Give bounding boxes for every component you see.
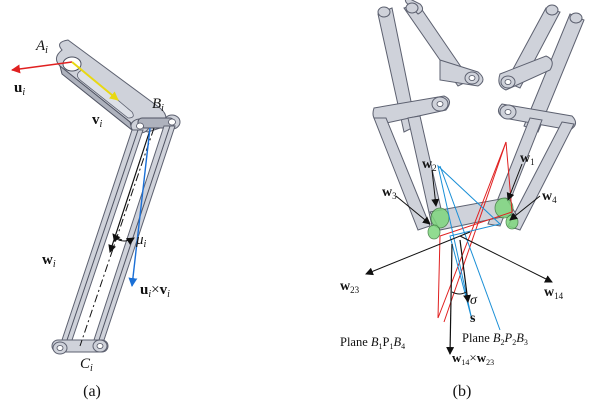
sigma-angle-arc [451, 291, 467, 295]
label-w-i: wi [42, 252, 56, 270]
label-b-i: Bi [152, 96, 164, 114]
label-w14: w14 [544, 285, 564, 301]
w4-arrow [509, 195, 541, 221]
joint-c [51, 339, 109, 355]
plane-b2p2b3 [437, 164, 502, 321]
uxv-vector-arrow [128, 127, 151, 287]
caption-b: (b) [453, 383, 472, 400]
label-w1: w1 [520, 151, 535, 167]
panel-a: Ai ui vi Bi μi wi ui×vi Ci (a) [11, 38, 181, 400]
parallel-rods [59, 125, 176, 347]
w23-arrow [365, 231, 471, 276]
label-u-cross-v: ui×vi [140, 282, 170, 300]
label-w23: w23 [340, 279, 360, 295]
w2-arrow [431, 169, 440, 207]
s-arrow [459, 239, 472, 303]
label-c-i: Ci [80, 356, 93, 374]
w14-cross-w23-arrow [446, 243, 455, 355]
label-sigma: σ [470, 293, 478, 308]
w1-arrow [506, 163, 523, 201]
w3-arrow [395, 195, 431, 225]
v-vector-arrow [71, 61, 119, 101]
caption-a: (a) [83, 383, 101, 400]
label-plane-b2p2b3: Plane B2P2B3 [462, 331, 528, 347]
label-w4: w4 [542, 189, 557, 205]
plane-b1p1b4 [437, 141, 513, 319]
w14-arrow [459, 235, 553, 283]
right-upper-arm [498, 4, 585, 133]
label-w3: w3 [382, 185, 397, 201]
upper-arm [56, 39, 167, 133]
label-w2: w2 [422, 157, 437, 173]
label-u-i: ui [14, 80, 25, 98]
label-plane-b1p1b4: Plane B1P1B4 [340, 335, 405, 351]
label-mu-i: μi [135, 232, 147, 250]
left-upper-arm [377, 0, 484, 133]
label-a-i: Ai [35, 38, 48, 56]
moving-platform [427, 197, 519, 240]
label-v-i: vi [92, 112, 103, 130]
label-w14-cross-w23: w14×w23 [452, 350, 494, 367]
panel-b: w2 w1 w3 w4 w23 w14 σ s Plane B1P1B4 Pla… [340, 0, 585, 400]
label-s: s [470, 311, 476, 326]
w-vector-arrow [108, 129, 151, 253]
u-vector-arrow [11, 61, 73, 74]
